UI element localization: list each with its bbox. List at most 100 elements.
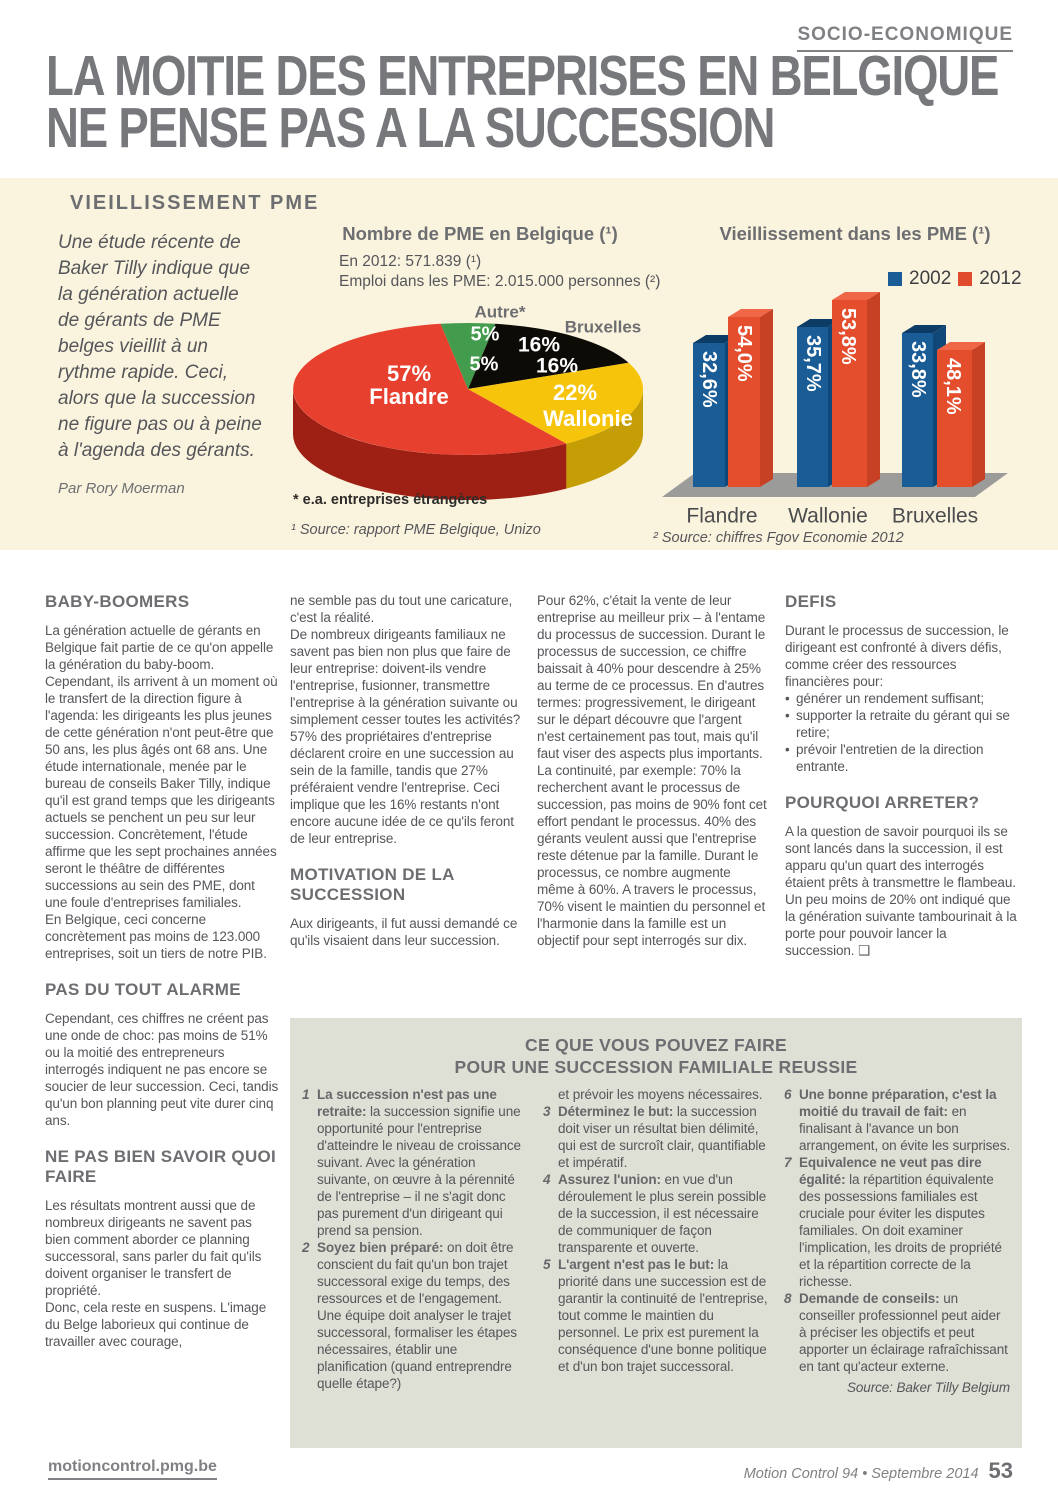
pie-pct-autre-2: 5% (470, 353, 499, 375)
panel-heading: VIEILLISSEMENT PME (70, 192, 320, 214)
advice-item-6: 6 Une bonne préparation, c'est la moitié… (784, 1086, 1010, 1154)
advice-item-text: en finalisant à l'avance un bon arrangem… (799, 1104, 1011, 1153)
page-title: LA MOITIE DES ENTREPRISES EN BELGIQUE NE… (46, 44, 1018, 160)
bar-value-wallonie-2012: 53,8% (837, 308, 859, 365)
advice-box-title-line1: CE QUE VOUS POUVEZ FAIRE (525, 1035, 787, 1055)
footer-issue-text: Motion Control 94 • Septembre 2014 (743, 1466, 979, 1482)
advice-item-8: 8 Demande de conseils: un conseiller pro… (784, 1290, 1010, 1375)
pie-pct-flandre: 57% (387, 361, 431, 386)
advice-item-4: 4 Assurez l'union: en vue d'un dérouleme… (543, 1171, 769, 1256)
feature-panel: VIEILLISSEMENT PME Une étude récente de … (0, 178, 1058, 550)
paragraph: ne semble pas du tout une caricature, c'… (290, 593, 513, 625)
advice-item-number: 3 (543, 1104, 551, 1119)
footer-issue-info: Motion Control 94 • Septembre 2014 53 (744, 1458, 1013, 1484)
advice-item-title: L'argent n'est pas le but: (558, 1257, 715, 1272)
advice-item-title: Déterminez le but: (558, 1104, 674, 1119)
pie-pct-bruxelles-2: 16% (536, 355, 578, 378)
advice-item-title: Demande de conseils: (799, 1291, 940, 1306)
pie-chart-title: Nombre de PME en Belgique (¹) (342, 223, 618, 244)
byline: Par Rory Moerman (58, 480, 185, 497)
pie-label-bruxelles: Bruxelles (565, 317, 642, 336)
pie-label-flandre: Flandre (369, 384, 448, 409)
advice-item-text: la priorité dans une succession est de g… (558, 1257, 768, 1374)
legend-label-2002: 2002 (909, 268, 952, 289)
paragraph: En Belgique, ceci concerne concrètement … (45, 912, 267, 961)
bar-bruxelles-2002 (902, 333, 933, 487)
pie-pct-autre: 5% (471, 323, 500, 345)
pie-chart: Autre* Bruxelles 5% 5% 16% 16% 57% Fland… (293, 302, 644, 501)
advice-box-source: Source: Baker Tilly Belgium (847, 1380, 1010, 1395)
bar-value-bruxelles-2002: 33,8% (907, 341, 929, 398)
article-column-2: ne semble pas du tout une caricature, c'… (290, 592, 524, 949)
advice-item-text: la succession doit viser un résultat bie… (558, 1104, 766, 1170)
advice-box-title: CE QUE VOUS POUVEZ FAIRE POUR UNE SUCCES… (290, 1018, 1022, 1078)
bar-flandre-2012-side (760, 309, 773, 487)
advice-item-5: 5 L'argent n'est pas le but: la priorité… (543, 1256, 769, 1375)
bar-bruxelles-2012 (937, 350, 972, 487)
bar-wallonie-2002 (797, 327, 828, 487)
advice-box-columns: 1 La succession n'est pas une retraite: … (302, 1086, 1010, 1396)
bar-flandre-2002-top (693, 335, 738, 343)
page-title-line1: LA MOITIE DES ENTREPRISES EN BELGIQUE (46, 44, 999, 108)
pie-footnote-star: * e.a. entreprises étrangères (293, 492, 488, 508)
pie-chart-subtitle: En 2012: 571.839 (¹) Emploi dans les PME… (339, 252, 660, 292)
bar-value-flandre-2002: 32,6% (698, 351, 720, 408)
paragraph: Un peu moins de 20% ont indiqué que la g… (785, 892, 1017, 958)
bullet-item: prévoir l'entretien de la direction entr… (785, 741, 1019, 775)
bar-flandre-2012 (728, 317, 760, 487)
advice-item-2-continuation: et prévoir les moyens nécessaires. (558, 1087, 763, 1102)
paragraph: Aux dirigeants, il fut aussi demandé ce … (290, 916, 518, 948)
advice-box-title-line2: POUR UNE SUCCESSION FAMILIALE REUSSIE (454, 1057, 858, 1077)
heading-ne-pas-bien-savoir: NE PAS BIEN SAVOIR QUOI FAIRE (45, 1147, 277, 1186)
advice-item-number: 8 (784, 1291, 792, 1306)
paragraph: Durant le processus de succession, le di… (785, 623, 1009, 689)
pie-slice-bruxelles (468, 323, 629, 389)
pie-pct-bruxelles: 16% (518, 334, 560, 357)
advice-item-text: la répartition équivalente des possessio… (799, 1172, 1002, 1289)
advice-item-title: La succession n'est pas une retraite: (317, 1087, 497, 1119)
footer-page-number: 53 (988, 1458, 1013, 1483)
advice-item-number: 1 (302, 1087, 310, 1102)
bar-bruxelles-2012-top (937, 342, 985, 350)
advice-item-7: 7 Equivalence ne veut pas dire égalité: … (784, 1154, 1010, 1290)
article-column-1: BABY-BOOMERS La génération actuelle de g… (45, 592, 279, 1350)
bar-cat-flandre: Flandre (686, 505, 757, 528)
bar-footnote-source: ² Source: chiffres Fgov Economie 2012 (653, 530, 904, 546)
advice-item-text: un conseiller professionnel peut aider à… (799, 1291, 1008, 1374)
heading-pas-du-tout-alarme: PAS DU TOUT ALARME (45, 980, 241, 999)
footer-site-link[interactable]: motioncontrol.pmg.be (48, 1458, 217, 1480)
legend-swatch-2012 (958, 272, 973, 286)
bar-wallonie-2012-side (867, 292, 880, 487)
pie-side-flandre (293, 389, 567, 501)
pie-slice-autre (440, 322, 496, 389)
bar-bruxelles-2002-top (902, 325, 946, 333)
advice-item-text: on doit être conscient du fait qu'un bon… (317, 1240, 517, 1391)
legend-swatch-2002 (888, 272, 902, 286)
paragraph: Cependant, ces chiffres ne créent pas un… (45, 1011, 279, 1128)
paragraph: 57% des propriétaires d'entreprise décla… (290, 729, 514, 846)
advice-item-text: la succession signifie une opportunité p… (317, 1104, 521, 1238)
heading-defis: DEFIS (785, 592, 837, 611)
advice-item-number: 5 (543, 1257, 551, 1272)
bar-cat-wallonie: Wallonie (788, 505, 868, 528)
advice-item-number: 6 (784, 1087, 792, 1102)
heading-baby-boomers: BABY-BOOMERS (45, 592, 190, 611)
bullet-item: générer un rendement suffisant; (785, 690, 1019, 707)
paragraph: A la question de savoir pourquoi ils se … (785, 824, 1016, 890)
bar-value-flandre-2012: 54,0% (733, 325, 755, 382)
advice-item-number: 4 (543, 1172, 551, 1187)
paragraph: Donc, cela reste en suspens. L'image du … (45, 1300, 267, 1349)
bar-chart-legend: 2002 2012 (888, 268, 1022, 290)
advice-column-3: 6 Une bonne préparation, c'est la moitié… (784, 1086, 1010, 1396)
advice-column-1: 1 La succession n'est pas une retraite: … (302, 1086, 528, 1396)
advice-item-3: 3 Déterminez le but: la succession doit … (543, 1103, 769, 1171)
intro-paragraph: Une étude récente de Baker Tilly indique… (58, 232, 262, 461)
bar-flandre-2002 (693, 343, 725, 487)
pie-subtitle-line1: En 2012: 571.839 (¹) (339, 253, 482, 270)
heading-motivation: MOTIVATION DE LA SUCCESSION (290, 865, 455, 904)
bar-cat-bruxelles: Bruxelles (892, 505, 978, 528)
page-title-line2: NE PENSE PAS A LA SUCCESSION (46, 96, 775, 160)
paragraph: Pour 62%, c'était la vente de leur entre… (537, 593, 767, 948)
pie-slice-wallonie (468, 362, 644, 444)
